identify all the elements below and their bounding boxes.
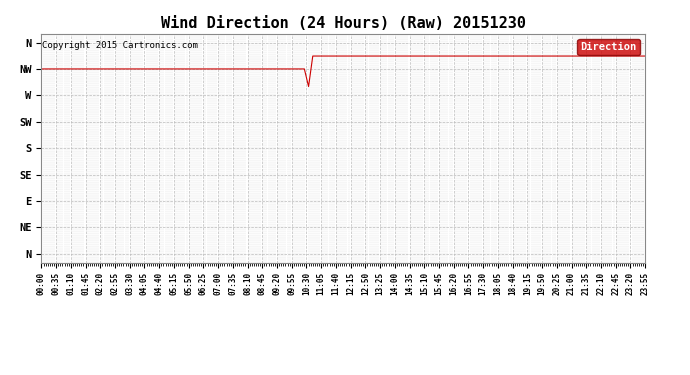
Title: Wind Direction (24 Hours) (Raw) 20151230: Wind Direction (24 Hours) (Raw) 20151230 bbox=[161, 16, 526, 31]
Text: Copyright 2015 Cartronics.com: Copyright 2015 Cartronics.com bbox=[42, 40, 198, 50]
Legend: Direction: Direction bbox=[578, 39, 640, 55]
